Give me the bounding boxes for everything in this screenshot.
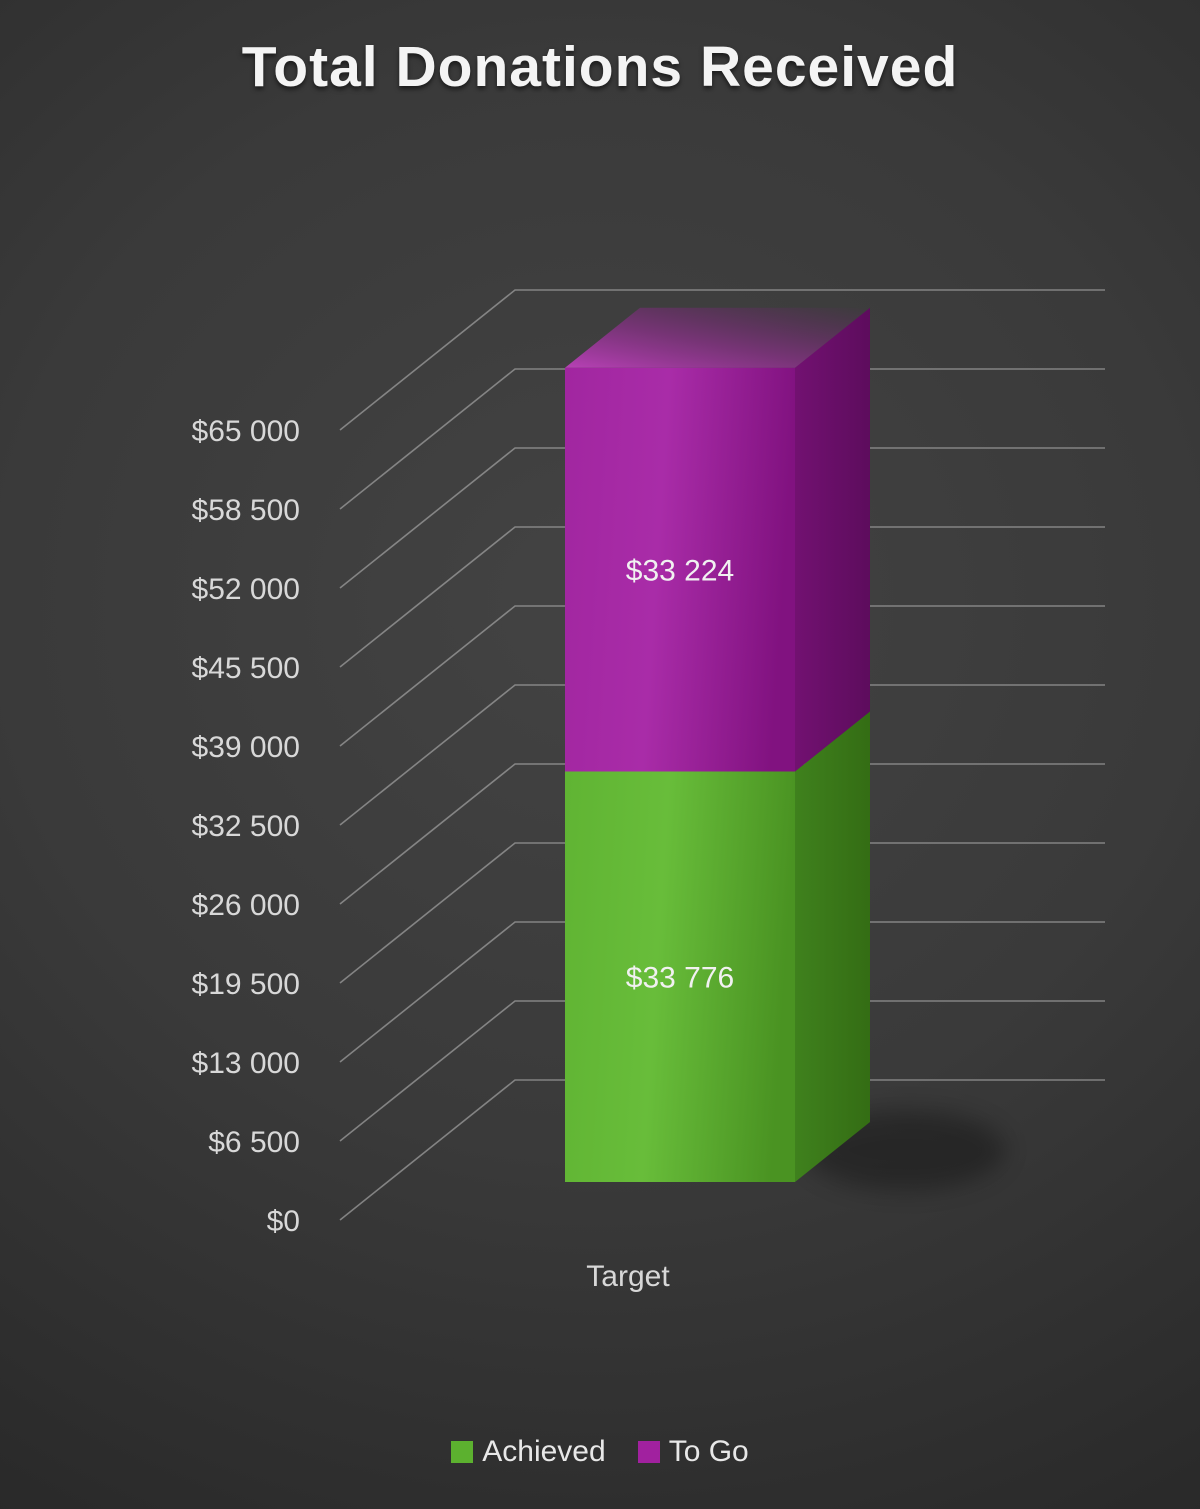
- y-tick-label: $19 500: [192, 968, 300, 1001]
- bar-side-achieved: [795, 711, 870, 1182]
- gridlines: [339, 289, 1105, 1221]
- stacked-bar-target: [565, 307, 870, 1182]
- gridline: [339, 605, 1105, 747]
- data-label-achieved: $33 776: [626, 962, 734, 995]
- y-tick-label: $39 000: [192, 731, 300, 764]
- y-tick-label: $58 500: [192, 494, 300, 527]
- x-axis-category-label: Target: [586, 1260, 670, 1293]
- gridline: [339, 289, 1105, 431]
- y-tick-label: $45 500: [192, 652, 300, 685]
- gridline: [339, 763, 1105, 905]
- y-tick-label: $6 500: [208, 1126, 300, 1159]
- bar-front-achieved: [565, 771, 795, 1182]
- gridline: [339, 1000, 1105, 1142]
- data-label-togo: $33 224: [626, 555, 734, 588]
- bar-data-labels: $33 224 $33 776: [626, 555, 734, 995]
- legend: Achieved To Go: [0, 1435, 1200, 1469]
- gridline: [339, 368, 1105, 510]
- legend-item-achieved: Achieved: [451, 1435, 606, 1469]
- legend-label-achieved: Achieved: [482, 1435, 606, 1468]
- gridline: [339, 921, 1105, 1063]
- bar-top-togo: [565, 307, 870, 368]
- gridline: [339, 526, 1105, 668]
- y-tick-label: $32 500: [192, 810, 300, 843]
- y-tick-label: $13 000: [192, 1047, 300, 1080]
- y-tick-label: $26 000: [192, 889, 300, 922]
- chart-title: Total Donations Received: [241, 35, 959, 99]
- legend-label-togo: To Go: [668, 1435, 749, 1468]
- legend-item-togo: To Go: [637, 1435, 749, 1469]
- bar-side-togo: [795, 307, 870, 772]
- gridline: [339, 447, 1105, 589]
- bar-front-togo: [565, 367, 795, 772]
- legend-swatch-achieved: [451, 1441, 474, 1463]
- gridline: [339, 1079, 1105, 1221]
- y-axis-tick-labels: $0 $6 500 $13 000 $19 500 $26 000 $32 500 $39 …: [192, 415, 300, 1238]
- legend-swatch-togo: [637, 1441, 660, 1463]
- gridline: [339, 842, 1105, 984]
- gridline: [339, 684, 1105, 826]
- y-tick-label: $52 000: [192, 573, 300, 606]
- y-tick-label: $65 000: [192, 415, 300, 448]
- y-tick-label: $0: [267, 1205, 300, 1238]
